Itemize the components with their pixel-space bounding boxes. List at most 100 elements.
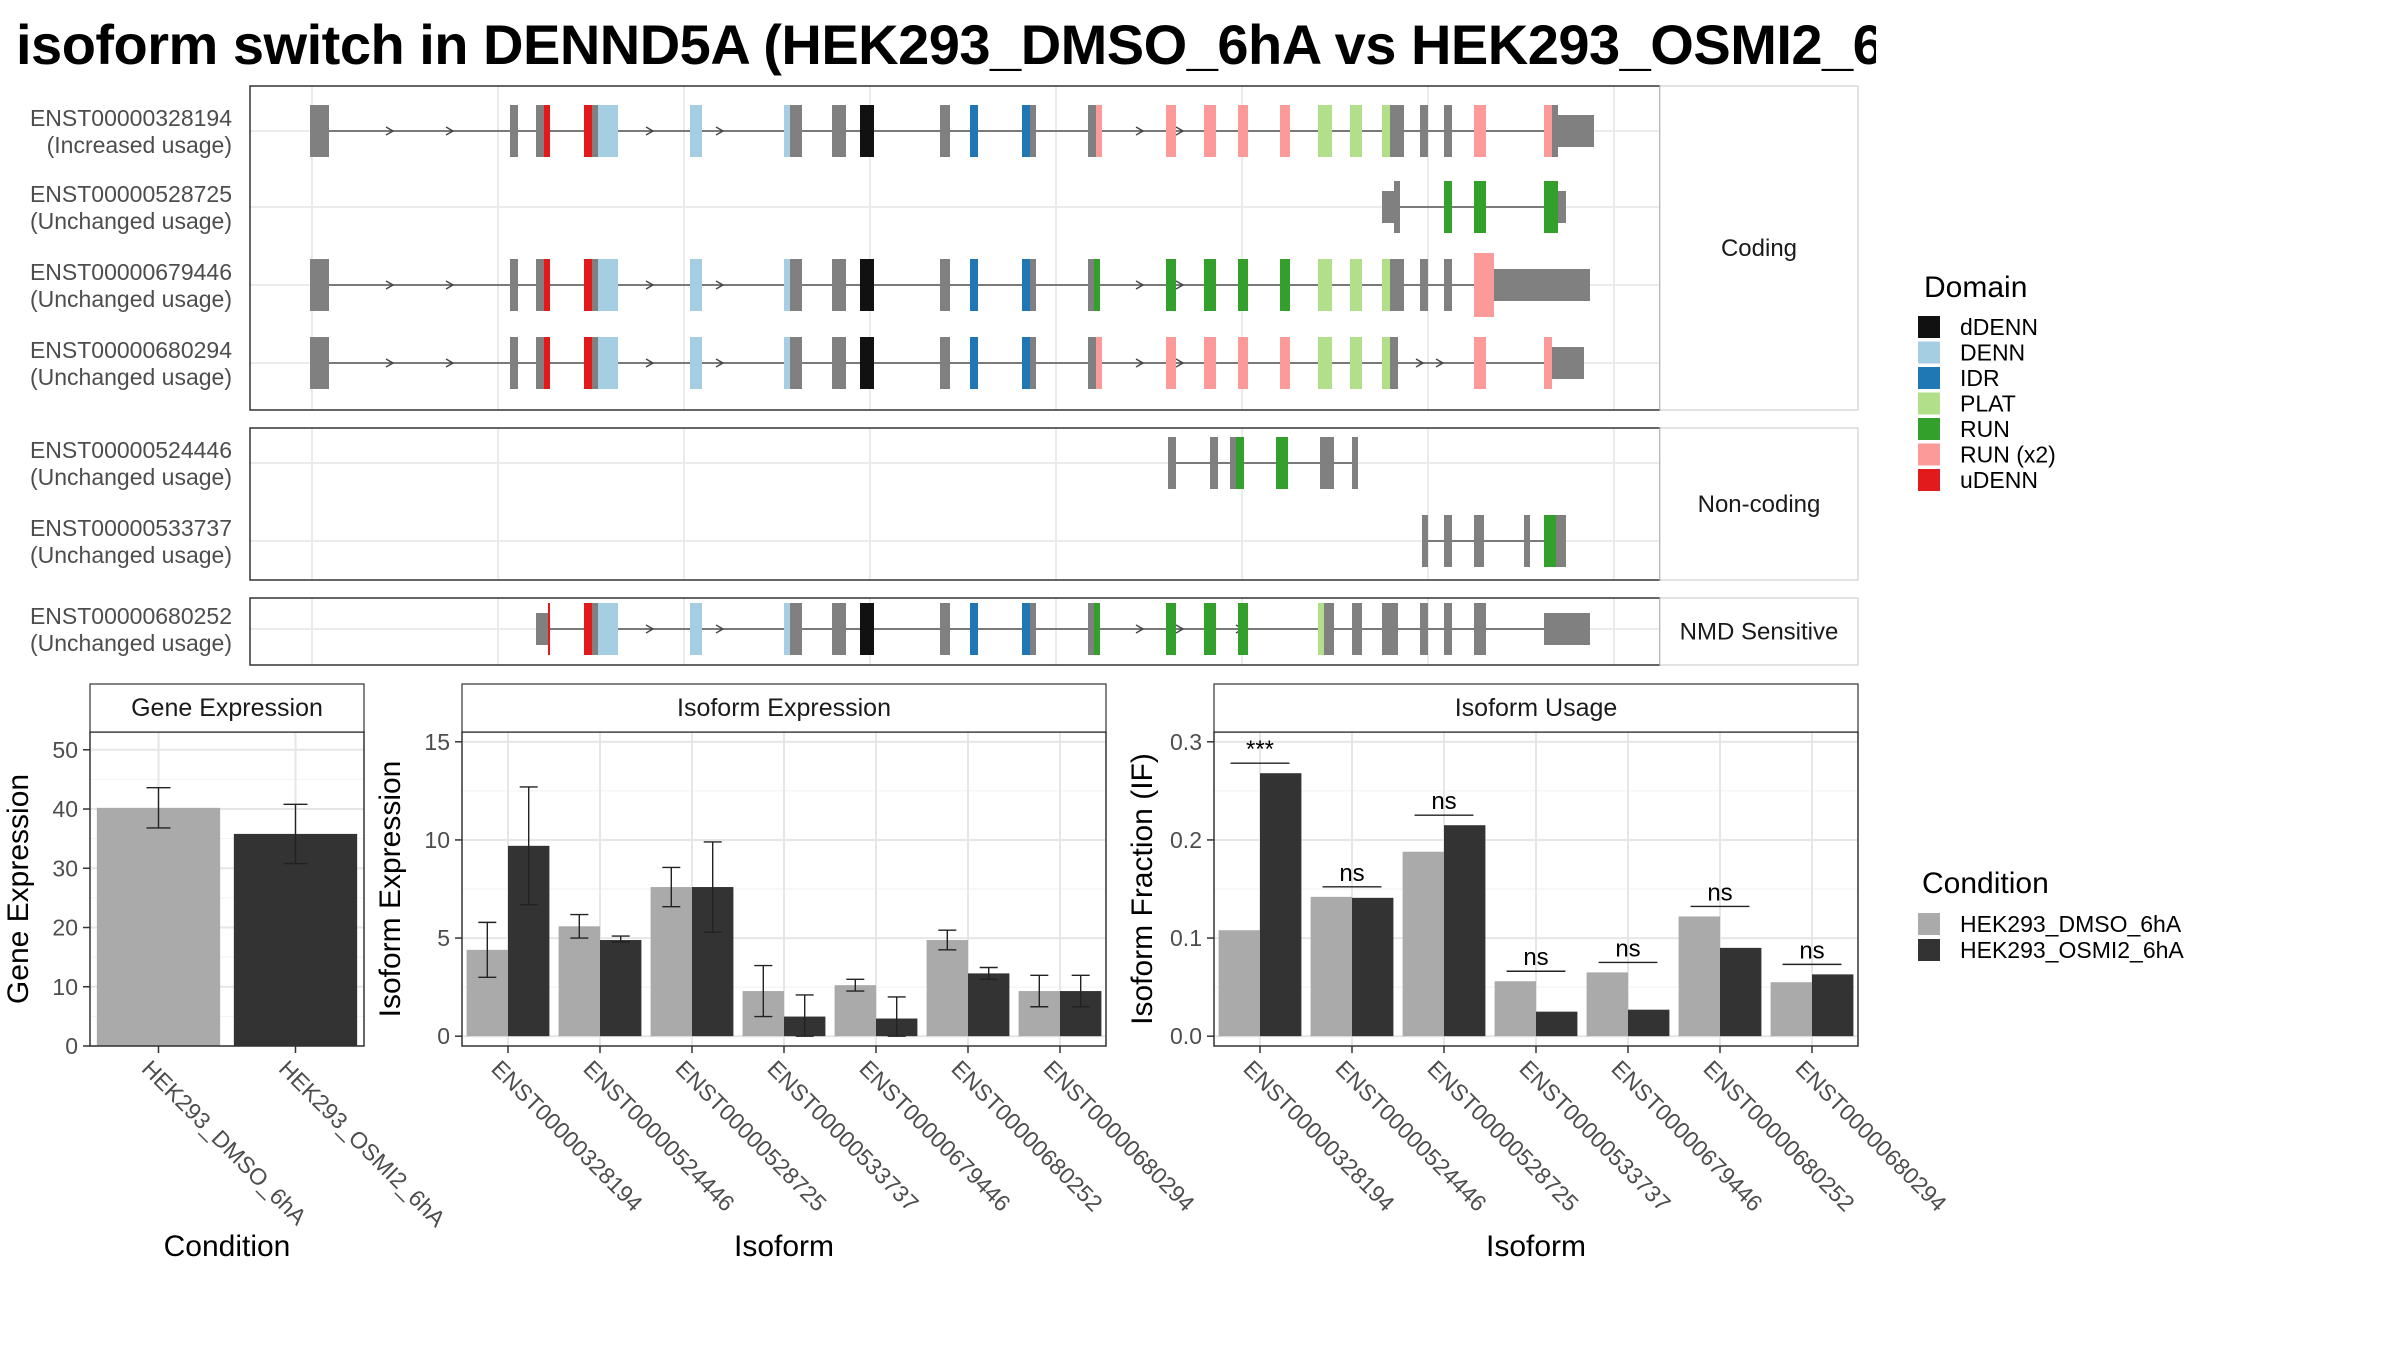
x-axis-title: Isoform: [1486, 1230, 1586, 1263]
exon-block: [1030, 105, 1036, 157]
domain-run: [1238, 603, 1248, 655]
domain-run: [1474, 181, 1486, 233]
y-axis-title: Isoform Expression: [374, 761, 407, 1018]
domain-idr: [970, 105, 978, 157]
domain-run: [1094, 259, 1100, 311]
strand-arrow: [385, 126, 395, 136]
exon-block: [1390, 105, 1404, 157]
exon-block: [832, 259, 846, 311]
transcript-ENST00000679446: [310, 253, 1590, 317]
x-tick-label: ENST00000533737: [1514, 1055, 1675, 1216]
exon-block: [1030, 603, 1036, 655]
x-tick-label: ENST00000680252: [946, 1055, 1107, 1216]
domain-run: [1204, 603, 1216, 655]
chart-title: Isoform Expression: [677, 694, 891, 722]
domain-udenn: [584, 259, 592, 311]
exon-block: [310, 105, 329, 157]
domain-plat: [1318, 337, 1332, 389]
domain-plat: [1350, 105, 1362, 157]
exon-block: [790, 603, 802, 655]
exon-block: [1444, 105, 1452, 157]
domain-run-x2-: [1474, 105, 1486, 157]
exon-block: [1030, 337, 1036, 389]
domain-run-x2-: [1166, 337, 1176, 389]
facet-label: Non-coding: [1698, 491, 1821, 518]
transcript-ENST00000528725: [1382, 181, 1566, 233]
y-tick-label: 0.0: [1170, 1023, 1202, 1049]
domain-denn: [784, 603, 790, 655]
bar: [1536, 1011, 1578, 1037]
transcript-label: ENST00000680294: [30, 337, 232, 363]
legend-item: HEK293_OSMI2_6hA: [1960, 937, 2184, 963]
domain-plat: [1318, 603, 1324, 655]
domain-run: [1276, 437, 1288, 489]
bar: [650, 887, 692, 1037]
strand-arrow: [1175, 280, 1185, 290]
exon-block: [1394, 181, 1400, 233]
exon-block: [592, 259, 598, 311]
y-tick-label: 30: [52, 855, 78, 881]
facet-strip: [1659, 427, 1859, 581]
exon-block: [592, 603, 598, 655]
legend-swatch: [1918, 418, 1940, 440]
exon-block: [832, 603, 846, 655]
bar: [1218, 930, 1260, 1037]
usage-label: (Unchanged usage): [30, 364, 232, 390]
domain-udenn: [584, 105, 592, 157]
legend-swatch: [1918, 367, 1940, 389]
significance-label: ns: [1615, 935, 1640, 962]
domain-idr: [1022, 105, 1030, 157]
facet-strip: [1213, 683, 1859, 733]
exon-block: [1474, 515, 1484, 567]
x-tick-label: ENST00000679446: [1606, 1055, 1767, 1216]
y-tick-label: 0: [65, 1033, 78, 1059]
exon-block: [1088, 337, 1096, 389]
significance-label: ns: [1707, 879, 1732, 906]
strand-arrow: [1435, 358, 1445, 368]
domain-udenn: [548, 603, 550, 655]
domain-run: [1544, 181, 1558, 233]
transcript-ENST00000680252: [536, 603, 1590, 655]
strand-arrow: [385, 280, 395, 290]
y-tick-label: 10: [424, 827, 450, 853]
domain-denn: [784, 105, 790, 157]
domain-run-x2-: [1166, 105, 1176, 157]
transcript-label: ENST00000528725: [30, 181, 232, 207]
domain-idr: [1022, 337, 1030, 389]
domain-udenn: [544, 105, 550, 157]
transcript-label: ENST00000533737: [30, 515, 232, 541]
page-title: isoform switch in DENND5A (HEK293_DMSO_6…: [16, 13, 1876, 76]
exon-block: [1524, 515, 1530, 567]
exon-block: [1558, 191, 1566, 223]
exon-block: [1420, 105, 1428, 157]
y-tick-label: 0: [437, 1023, 450, 1049]
chart-isoform-expression: Isoform Expression051015ENST00000328194E…: [374, 683, 1200, 1263]
exon-block: [940, 105, 950, 157]
x-tick-label: ENST00000533737: [762, 1055, 923, 1216]
domain-run-x2-: [1204, 105, 1216, 157]
x-tick-label: ENST00000528725: [1422, 1055, 1583, 1216]
domain-ddenn: [860, 105, 874, 157]
transcript-ENST00000524446: [1168, 437, 1358, 489]
exon-block: [1088, 259, 1094, 311]
legend-title: Domain: [1924, 271, 2027, 304]
strand-arrow: [1175, 358, 1185, 368]
significance-label: ***: [1246, 736, 1274, 763]
strand-arrow: [445, 280, 455, 290]
domain-run-x2-: [1280, 337, 1290, 389]
transcript-ENST00000680294: [310, 337, 1584, 389]
strand-arrow: [645, 624, 655, 634]
domain-udenn: [544, 337, 550, 389]
bar: [1310, 896, 1352, 1037]
exon-block: [1352, 437, 1358, 489]
domain-run-x2-: [1238, 105, 1248, 157]
strand-arrow: [1135, 280, 1145, 290]
exon-block: [310, 337, 329, 389]
legend-swatch: [1918, 443, 1940, 466]
exon-block: [1382, 191, 1394, 223]
exon-block: [1230, 437, 1236, 489]
x-tick-label: ENST00000680252: [1698, 1055, 1859, 1216]
domain-run-x2-: [1204, 337, 1216, 389]
domain-plat: [1318, 105, 1332, 157]
domain-denn: [598, 105, 618, 157]
